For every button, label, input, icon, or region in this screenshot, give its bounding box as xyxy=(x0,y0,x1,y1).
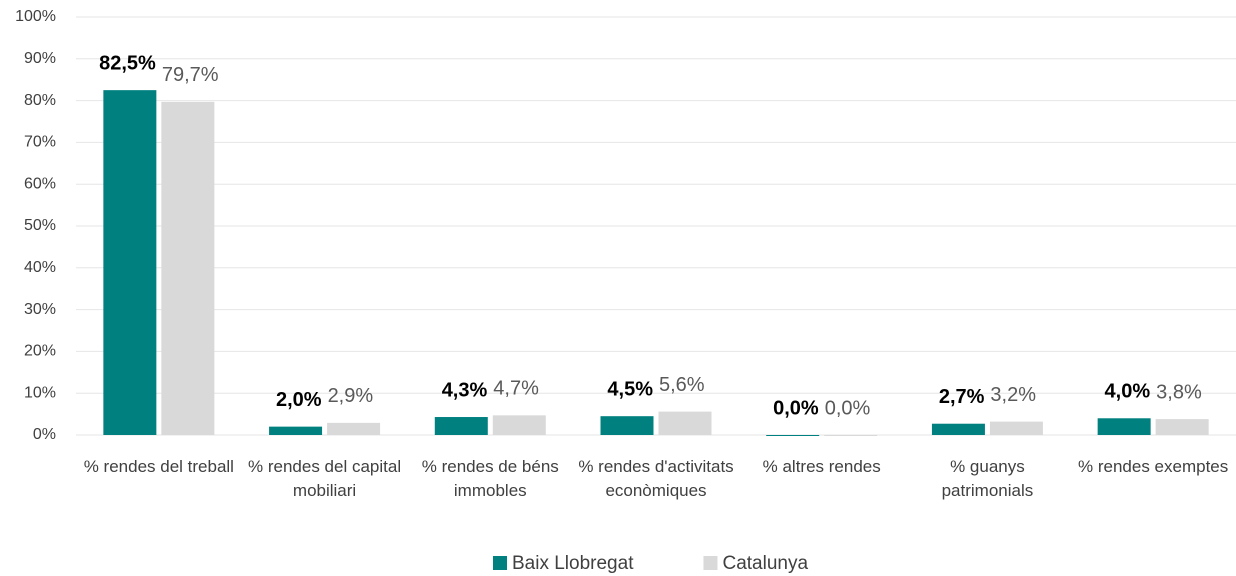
value-label: 3,8% xyxy=(1156,381,1202,403)
x-tick-label: % altres rendes xyxy=(762,457,881,476)
legend-swatch xyxy=(493,556,507,570)
y-tick-label: 80% xyxy=(24,92,56,109)
value-label: 4,5% xyxy=(607,378,653,400)
x-tick-label: % rendes de béns immobles xyxy=(421,457,559,500)
bar xyxy=(434,417,488,435)
value-label: 0,0% xyxy=(825,397,871,419)
bar xyxy=(658,411,712,435)
y-tick-label: 0% xyxy=(33,426,56,443)
bar xyxy=(931,423,985,435)
bar xyxy=(103,90,157,436)
bar xyxy=(600,416,654,435)
bar xyxy=(1155,419,1209,435)
value-label: 5,6% xyxy=(659,374,705,396)
y-tick-label: 10% xyxy=(24,384,56,401)
legend-label: Catalunya xyxy=(722,553,808,574)
bar xyxy=(269,426,323,435)
y-tick-label: 100% xyxy=(15,8,56,25)
y-tick-label: 50% xyxy=(24,217,56,234)
bar xyxy=(989,421,1043,435)
value-label: 4,3% xyxy=(442,379,488,401)
value-label: 79,7% xyxy=(162,64,219,86)
value-label: 2,9% xyxy=(328,385,374,407)
bar xyxy=(1097,418,1151,435)
x-tick-label: % rendes del treball xyxy=(83,457,234,476)
x-tick-label: % guanys patrimonials xyxy=(941,457,1034,500)
legend-swatch xyxy=(703,556,718,570)
x-tick-label: % rendes del capital mobiliari xyxy=(248,457,402,500)
legend-label: Baix Llobregat xyxy=(512,553,634,574)
value-label: 2,0% xyxy=(276,389,322,411)
value-label: 3,2% xyxy=(990,384,1036,406)
value-label: 4,0% xyxy=(1105,381,1151,403)
x-tick-label: % rendes exemptes xyxy=(1078,457,1229,476)
value-label: 0,0% xyxy=(773,397,819,419)
value-label: 2,7% xyxy=(939,386,985,408)
bar xyxy=(327,422,381,435)
bar xyxy=(161,101,215,435)
y-tick-label: 40% xyxy=(24,259,56,276)
y-tick-label: 70% xyxy=(24,134,56,151)
bar xyxy=(766,435,820,436)
y-tick-label: 60% xyxy=(24,175,56,192)
y-tick-label: 30% xyxy=(24,301,56,318)
y-tick-label: 90% xyxy=(24,50,56,67)
value-label: 4,7% xyxy=(493,378,539,400)
bar xyxy=(824,435,878,436)
y-tick-label: 20% xyxy=(24,343,56,360)
bar xyxy=(492,415,546,435)
x-tick-label: % rendes d'activitats econòmiques xyxy=(578,457,734,500)
value-label: 82,5% xyxy=(99,52,156,74)
